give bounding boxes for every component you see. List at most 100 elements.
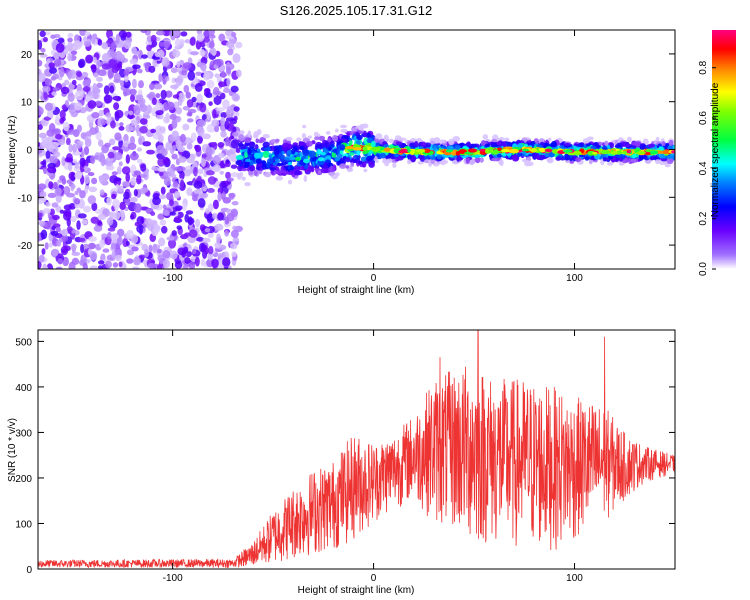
- heatmap-cell: [180, 133, 186, 143]
- heatmap-cell: [114, 254, 122, 262]
- heatmap-cell: [182, 62, 192, 70]
- heatmap-cell: [41, 248, 46, 255]
- chart-title: S126.2025.105.17.31.G12: [280, 3, 433, 18]
- heatmap-cell: [111, 250, 116, 260]
- heatmap-cell: [454, 144, 461, 151]
- heatmap-cell: [310, 166, 315, 173]
- heatmap-cell: [39, 53, 48, 58]
- heatmap-cell: [89, 251, 98, 261]
- heatmap-cell: [165, 141, 174, 151]
- heatmap-cell: [388, 138, 394, 144]
- heatmap-cell: [38, 106, 44, 116]
- heatmap-cell: [129, 135, 136, 145]
- heatmap-cell: [116, 166, 122, 175]
- heatmap-cell: [240, 167, 248, 172]
- heatmap-cell: [219, 182, 227, 189]
- heatmap-cell: [79, 30, 87, 37]
- heatmap-cell: [80, 132, 87, 139]
- heatmap-cell: [352, 147, 362, 151]
- heatmap-cell: [139, 125, 148, 134]
- heatmap-cell: [156, 144, 165, 154]
- heatmap-cell: [230, 38, 237, 43]
- heatmap-cell: [48, 242, 54, 248]
- heatmap-cell: [211, 258, 219, 269]
- heatmap-cell: [140, 163, 147, 172]
- heatmap-cell: [207, 232, 214, 238]
- heatmap-cell: [414, 140, 419, 148]
- heatmap-cell: [76, 71, 83, 78]
- heatmap-cell: [107, 227, 116, 232]
- heatmap-cell: [133, 106, 141, 116]
- heatmap-cell: [94, 100, 103, 107]
- heatmap-cell: [214, 58, 224, 67]
- heatmap-cell: [148, 244, 153, 253]
- heatmap-cell: [175, 76, 182, 87]
- heatmap-cell: [266, 161, 271, 169]
- heatmap-cell: [99, 239, 105, 249]
- heatmap-cell: [546, 158, 554, 164]
- snr-y-tick-label: 100: [15, 519, 32, 530]
- heatmap-cell: [158, 73, 163, 83]
- heatmap-cell: [74, 171, 83, 180]
- heatmap-cell: [201, 158, 206, 165]
- heatmap-cell: [117, 185, 124, 193]
- heatmap-cell: [83, 146, 90, 156]
- heatmap-cell: [289, 165, 294, 171]
- heatmap-cell: [125, 31, 132, 38]
- heatmap-cell: [157, 134, 164, 143]
- heatmap-cell: [169, 199, 174, 207]
- heatmap-cell: [138, 225, 143, 235]
- heatmap-cell: [160, 186, 166, 195]
- heatmap-cell: [67, 37, 73, 43]
- heatmap-cell: [181, 74, 188, 79]
- heatmap-cell: [214, 223, 224, 232]
- heatmap-cell: [195, 71, 203, 76]
- heatmap-cell: [287, 161, 292, 166]
- heatmap-cell: [512, 143, 517, 148]
- heatmap-cell: [177, 98, 183, 106]
- heatmap-cell: [74, 190, 79, 196]
- heatmap-cell: [91, 202, 98, 212]
- heatmap-x-tick-label: 100: [566, 273, 583, 284]
- heatmap-cell: [177, 146, 186, 153]
- snr-y-tick-label: 200: [15, 474, 32, 485]
- heatmap-cell: [98, 175, 108, 185]
- heatmap-cell: [123, 40, 132, 50]
- heatmap-cell: [303, 158, 310, 164]
- heatmap-cell: [97, 260, 105, 265]
- heatmap-cell: [550, 140, 557, 148]
- heatmap-cell: [204, 88, 211, 93]
- heatmap-cell: [67, 53, 72, 62]
- heatmap-cell: [92, 56, 97, 63]
- heatmap-y-tick-label: 20: [21, 50, 33, 61]
- heatmap-cell: [360, 156, 367, 162]
- heatmap-cell: [174, 38, 181, 48]
- heatmap-x-tick-label: -100: [163, 273, 183, 284]
- heatmap-cell: [180, 31, 188, 37]
- heatmap-cell: [85, 54, 94, 64]
- heatmap-cell: [173, 190, 181, 199]
- heatmap-cell: [45, 139, 53, 150]
- heatmap-cell: [107, 231, 112, 240]
- heatmap-cell: [255, 158, 263, 164]
- heatmap-cell: [79, 190, 86, 199]
- heatmap-cell: [355, 125, 363, 129]
- heatmap-cell: [62, 121, 70, 132]
- heatmap-cell: [59, 117, 65, 124]
- heatmap-cell: [607, 161, 614, 166]
- heatmap-cell: [42, 85, 51, 93]
- heatmap-cell: [188, 261, 196, 269]
- heatmap-cell: [659, 153, 666, 159]
- heatmap-cell: [530, 148, 537, 153]
- heatmap-cell: [55, 133, 63, 140]
- heatmap-cells: [38, 30, 675, 269]
- heatmap-cell: [169, 135, 175, 142]
- heatmap-cell: [285, 136, 293, 141]
- heatmap-cell: [48, 233, 53, 242]
- heatmap-cell: [238, 144, 247, 150]
- heatmap-cell: [329, 144, 335, 148]
- heatmap-x-tick-label: 0: [371, 273, 377, 284]
- heatmap-cell: [247, 148, 252, 155]
- heatmap-cell: [363, 168, 368, 173]
- heatmap-cell: [108, 138, 116, 146]
